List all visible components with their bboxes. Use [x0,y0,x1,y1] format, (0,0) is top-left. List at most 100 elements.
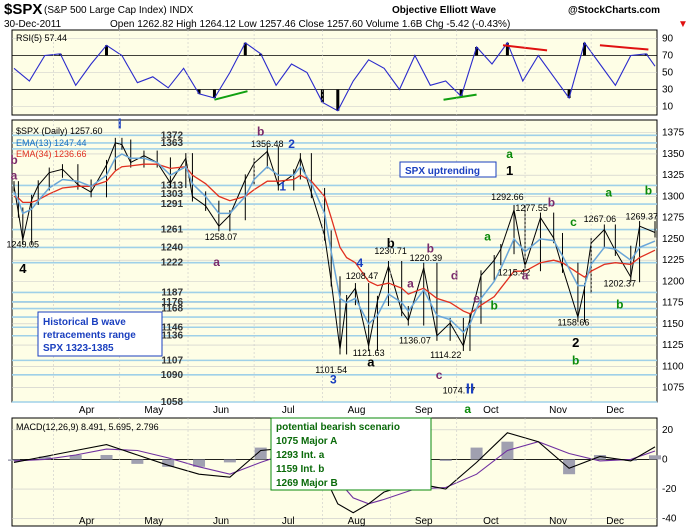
wave-label: a [605,185,612,199]
macd-histogram-bar [439,459,452,461]
macd-histogram-bar [563,459,576,475]
price-annotation: 1292.66 [491,192,524,202]
wave-label: I [118,115,122,132]
copyright-label: @StockCharts.com [568,5,660,16]
price-annotation: 1220.39 [410,253,443,263]
rsi-title: RSI(5) 57.44 [16,33,67,43]
rsi-layer: 10 30 50 70 90 [12,34,674,113]
wave-label: b [257,124,264,138]
wave-label: a [484,230,491,244]
macd-tick-label: 20 [662,425,674,436]
price-tick-label: 1325 [662,170,685,181]
wave-label: 1 [506,163,513,178]
rsi-tick-label: 70 [662,51,674,62]
macd-histogram-bar [649,455,661,460]
wave-label: a [11,168,18,182]
ema13-line [13,153,656,334]
wave-label: a [367,354,375,369]
price-annotation: 1249.05 [7,239,40,249]
macd-tick-label: 0 [662,454,668,465]
price-annotation: 1267.06 [584,214,617,224]
bearish-box [270,417,432,491]
rsi-green-trendline [214,90,248,101]
fib-level-label: 1261 [161,225,184,236]
macd-histogram-bar [162,459,175,467]
wave-label: 1 [279,180,286,194]
wave-label: b [10,153,17,167]
rsi-tick-label: 10 [662,102,674,113]
fib-level-label: 1090 [161,370,184,381]
rsi-tick-label: 50 [662,68,674,79]
price-line [13,142,656,350]
x-tick-label: Oct [483,405,499,416]
price-annotation: 1136.07 [399,335,431,345]
bearish-line-2: 1075 Major A [276,436,337,447]
x-tick-label: Jul [282,405,295,416]
source-label: Objective Elliott Wave [392,5,497,16]
price-annotation: 1258.07 [205,232,238,242]
wave-label: b [616,298,623,312]
macd-histogram-bar [223,459,236,463]
price-tick-label: 1350 [662,149,685,160]
wave-label: b [387,235,395,250]
x-tick-label: May [144,405,163,416]
x-tick-label-macd: Dec [606,516,624,527]
index-name: (S&P 500 Large Cap Index) INDX [44,5,194,16]
rsi-tick-label: 90 [662,34,674,45]
wave-label: a [506,147,513,161]
price-annotation: 1121.63 [353,348,385,358]
fib-level-label: 1291 [161,199,184,210]
price-tick-label: 1375 [662,128,685,139]
macd-histogram-bar [8,459,20,461]
historical-line-3: SPX 1323-1385 [43,343,114,354]
x-tick-label-macd: Oct [483,516,499,527]
bearish-line-3: 1293 Int. a [276,450,325,461]
x-tick-label: Sep [415,405,433,416]
x-tick-label-macd: Nov [549,516,567,527]
x-tick-label-macd: Apr [79,516,95,527]
price-tick-label: 1250 [662,234,685,245]
price-tick-label: 1125 [662,340,684,351]
ohlc-label: Open 1262.82 High 1264.12 Low 1257.46 Cl… [110,19,510,30]
x-tick-label: Apr [79,405,95,416]
price-annotation: 1114.22 [430,350,461,360]
rsi-green-trendline [443,93,477,101]
price-tick-label: 1075 [662,383,685,394]
wave-label: a [407,276,414,290]
wave-label: a [213,255,220,269]
bearish-line-1: potential bearish scenario [276,422,400,433]
fib-level-label: 1168 [161,304,183,315]
change-down-icon: ▼ [678,19,688,30]
wave-label: d [451,269,458,283]
wave-label: b [427,242,434,256]
price-tick-label: 1150 [662,319,684,330]
price-annotation: 1269.37 [626,211,659,221]
macd-histogram-bar [470,447,483,460]
historical-line-1: Historical B wave [43,317,126,328]
x-axis: Apr Apr May May Jun Jun Jul Jul Aug Aug Sep Sep Oct O… [53,30,624,527]
uptrend-text: SPX uptrending [405,166,480,177]
wave-label: e [473,292,480,306]
uptrend-box [399,161,497,178]
fib-level-label: 1372 [161,130,184,141]
macd-histogram-bar [193,459,206,467]
macd-histogram-bar [69,454,82,460]
x-tick-label: Aug [348,405,366,416]
macd-histogram-bar [624,459,637,461]
date-label: 30-Dec-2011 [4,19,62,30]
wave-label: 2 [572,335,579,350]
price-tick-label: 1200 [662,276,685,287]
price-annotation: 1356.48 [251,139,284,149]
x-tick-label: Dec [606,405,624,416]
x-tick-label-macd: Jul [282,516,295,527]
fib-level-label: 1313 [161,180,184,191]
wave-label: 4 [356,256,363,270]
price-annotation: 1215.42 [498,267,531,277]
wave-label: b [548,196,555,210]
macd-line [13,432,656,514]
price-tick-label: 1175 [662,298,684,309]
wave-label: 4 [19,261,27,276]
price-title: $SPX (Daily) 1257.60 [16,126,103,136]
fib-level-label: 1187 [161,287,183,298]
fib-level-label: 1176 [161,297,183,308]
